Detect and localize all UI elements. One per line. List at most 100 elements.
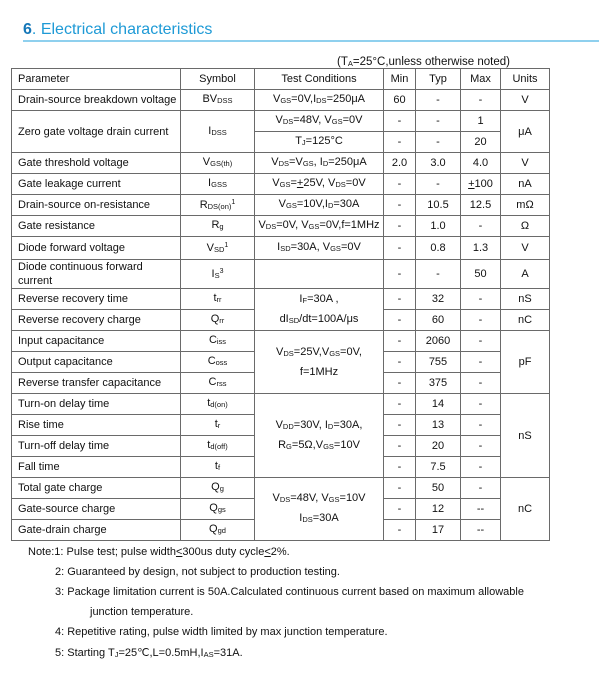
table-row: Gate leakage current IGSS VGS=+25V, VDS=0V…: [11, 173, 550, 195]
cell-symbol: Ciss: [180, 330, 255, 352]
cell-parameter: Reverse recovery charge: [11, 309, 181, 331]
cell-parameter: Reverse recovery time: [11, 288, 181, 310]
table-row: Zero gate voltage drain current IDSS VDS=4…: [11, 110, 550, 153]
cell-max: -: [460, 372, 501, 394]
table-row: Gate resistance Rg VDS=0V, VGS=0V,f=1MHz -1…: [11, 215, 550, 237]
cell-max: -: [460, 435, 501, 457]
cell-units: Ω: [500, 215, 550, 237]
cell-typ: 2060: [415, 330, 461, 352]
cell-symbol: Qgs: [180, 498, 255, 520]
note-item: junction temperature.: [90, 606, 194, 618]
cell-test-conditions: Test Conditions: [254, 68, 384, 90]
cell-parameter: Diode forward voltage: [11, 236, 181, 260]
cell-parameter: Gate-drain charge: [11, 519, 181, 541]
cell-parameter: Total gate charge: [11, 477, 181, 499]
cell-min: -: [383, 259, 416, 289]
cell-symbol: Qg: [180, 477, 255, 499]
cell-units: V: [500, 152, 550, 174]
cell-max: -: [460, 477, 501, 499]
cell-test-conditions: VGS=+25V, VDS=0V: [254, 173, 384, 195]
table-row: Drain-source breakdown voltage BVDSS VGS=0…: [11, 89, 550, 111]
cell-parameter: Drain-source on-resistance: [11, 194, 181, 216]
cell-parameter: Gate threshold voltage: [11, 152, 181, 174]
cell-typ: 13: [415, 414, 461, 436]
table-row: Reverse recovery time trr IF=30A , dISD/dt=…: [11, 288, 550, 331]
cell-max: -: [460, 215, 501, 237]
cell-units: Units: [500, 68, 550, 90]
cell-units: nA: [500, 173, 550, 195]
note-item: 2: Guaranteed by design, not subject to …: [55, 566, 340, 578]
table-row: Rise time tr -13-: [11, 414, 550, 436]
cell-max: -: [460, 288, 501, 310]
cell-symbol: VSD1: [180, 236, 255, 260]
cell-min: Min: [383, 68, 416, 90]
cell-max: --: [460, 498, 501, 520]
cell-typ: 10.5: [415, 194, 461, 216]
cell-max: 1: [460, 110, 501, 132]
cell-typ: 32: [415, 288, 461, 310]
note-item: 5: Starting TJ=25℃,L=0.5mH,IAS=31A.: [55, 647, 243, 659]
cell-parameter: Diode continuous forward current: [11, 259, 181, 289]
cell-max: 4.0: [460, 152, 501, 174]
cell-units: V: [500, 89, 550, 111]
cell-symbol: Symbol: [180, 68, 255, 90]
cell-symbol: RDS(on)1: [180, 194, 255, 216]
cell-units: μA: [500, 110, 550, 153]
cell-max: 50: [460, 259, 501, 289]
cell-symbol: BVDSS: [180, 89, 255, 111]
cell-max: -: [460, 351, 501, 373]
cell-test-conditions: TJ=125°C: [254, 131, 384, 153]
cell-test-conditions: VGS=10V,ID=30A: [254, 194, 384, 216]
cell-typ: 20: [415, 435, 461, 457]
cell-typ: 7.5: [415, 456, 461, 478]
cell-units: A: [500, 259, 550, 289]
cell-symbol: tr: [180, 414, 255, 436]
cell-max: 1.3: [460, 236, 501, 260]
cell-max: 12.5: [460, 194, 501, 216]
cell-parameter: Reverse transfer capacitance: [11, 372, 181, 394]
cell-symbol: Coss: [180, 351, 255, 373]
cell-symbol: Crss: [180, 372, 255, 394]
cell-max: -: [460, 456, 501, 478]
cell-typ: Typ: [415, 68, 461, 90]
cell-parameter: Zero gate voltage drain current: [11, 110, 181, 153]
cell-max: 20: [460, 131, 501, 153]
cell-parameter: Parameter: [11, 68, 181, 90]
note-item: 4: Repetitive rating, pulse width limite…: [55, 626, 388, 638]
cell-min: -: [383, 194, 416, 216]
cell-min: 2.0: [383, 152, 416, 174]
cell-min: -: [383, 351, 416, 373]
cell-min: -: [383, 131, 416, 153]
cell-min: -: [383, 435, 416, 457]
cell-min: -: [383, 393, 416, 415]
cell-parameter: Output capacitance: [11, 351, 181, 373]
cell-typ: -: [415, 110, 461, 132]
table-row: Diode forward voltage VSD1 ISD=30A, VGS=0V…: [11, 236, 550, 260]
cell-min: -: [383, 519, 416, 541]
table-row: Reverse transfer capacitance Crss -375-: [11, 372, 550, 394]
cell-units: mΩ: [500, 194, 550, 216]
table-row: Output capacitance Coss -755-: [11, 351, 550, 373]
cell-typ: 755: [415, 351, 461, 373]
cell-typ: 60: [415, 309, 461, 331]
cell-units: nS: [500, 288, 550, 310]
table-row: Gate-drain charge Qgd -17 --: [11, 519, 550, 541]
cell-max: +100: [460, 173, 501, 195]
cell-test-conditions: VDS=48V, VGS=10V IDS=30A: [254, 477, 384, 541]
cell-max: -: [460, 330, 501, 352]
cell-min: -: [383, 309, 416, 331]
cell-typ: 14: [415, 393, 461, 415]
cell-min: -: [383, 215, 416, 237]
cell-units: nS: [500, 393, 550, 478]
table-row: Drain-source on-resistance RDS(on)1 VGS=10…: [11, 194, 550, 216]
note-item: 3: Package limitation current is 50A.Cal…: [55, 586, 524, 598]
cell-min: -: [383, 173, 416, 195]
cell-test-conditions: VDS=48V, VGS=0V: [254, 110, 384, 132]
table-row: TJ=125°C - -20: [12, 131, 550, 153]
cell-max: -: [460, 309, 501, 331]
cell-min: -: [383, 414, 416, 436]
cell-typ: 3.0: [415, 152, 461, 174]
cell-parameter: Gate leakage current: [11, 173, 181, 195]
cell-test-conditions: VDS=0V, VGS=0V,f=1MHz: [254, 215, 384, 237]
table-row: Total gate charge Qg VDS=48V, VGS=10V IDS=3…: [11, 477, 550, 541]
